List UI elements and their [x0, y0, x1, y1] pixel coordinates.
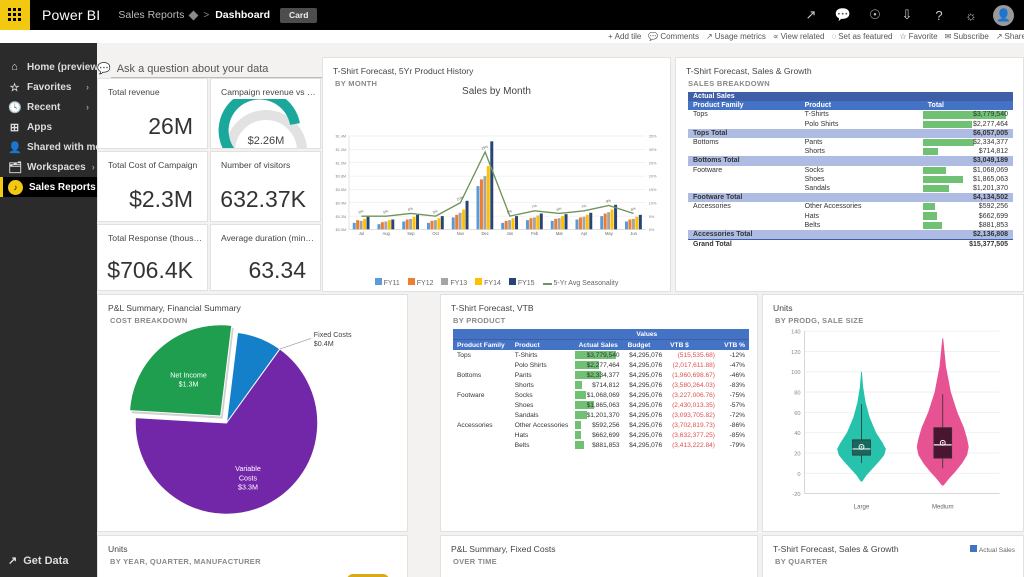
svg-text:6%: 6%: [407, 206, 414, 212]
svg-text:7%: 7%: [531, 204, 538, 210]
svg-text:10%: 10%: [649, 201, 657, 205]
svg-text:Aug: Aug: [382, 231, 390, 236]
svg-text:7%: 7%: [581, 204, 588, 210]
svg-text:5%: 5%: [358, 209, 365, 215]
svg-text:$3.3M: $3.3M: [238, 483, 258, 491]
svg-text:120: 120: [791, 350, 800, 356]
svg-text:0%: 0%: [649, 228, 655, 232]
svg-text:Sep: Sep: [407, 231, 415, 236]
svg-text:$0.8M: $0.8M: [336, 175, 347, 179]
svg-text:6%: 6%: [556, 206, 563, 212]
svg-text:Jul: Jul: [359, 231, 364, 236]
svg-text:$1.4M: $1.4M: [336, 135, 347, 139]
svg-text:25%: 25%: [649, 161, 657, 165]
svg-text:Jun: Jun: [630, 231, 637, 236]
svg-text:Nov: Nov: [457, 231, 465, 236]
svg-text:$0.2M: $0.2M: [336, 215, 347, 219]
svg-text:$0.0M: $0.0M: [336, 228, 347, 232]
svg-text:20: 20: [794, 451, 800, 457]
svg-text:Oct: Oct: [432, 231, 439, 236]
svg-text:$2.26M: $2.26M: [248, 135, 285, 147]
svg-text:Mar: Mar: [556, 231, 564, 236]
svg-text:80: 80: [794, 391, 800, 397]
svg-text:Medium: Medium: [932, 503, 954, 510]
svg-text:$1.0M: $1.0M: [336, 161, 347, 165]
svg-text:$0.4M: $0.4M: [314, 340, 334, 348]
svg-text:$0.4M: $0.4M: [336, 201, 347, 205]
svg-text:6%: 6%: [630, 206, 637, 212]
svg-text:30%: 30%: [649, 148, 657, 152]
svg-text:100: 100: [791, 370, 800, 376]
svg-text:Large: Large: [854, 503, 870, 510]
svg-text:May: May: [605, 231, 614, 236]
svg-text:-20: -20: [792, 492, 800, 498]
svg-text:20%: 20%: [649, 175, 657, 179]
svg-text:$0.6M: $0.6M: [336, 188, 347, 192]
svg-text:Apr: Apr: [581, 231, 588, 236]
svg-text:$1.2M: $1.2M: [336, 148, 347, 152]
svg-text:15%: 15%: [649, 188, 657, 192]
svg-text:Dec: Dec: [481, 231, 488, 236]
svg-text:40: 40: [794, 431, 800, 437]
svg-text:Jan: Jan: [507, 231, 514, 236]
svg-text:60: 60: [794, 411, 800, 417]
svg-text:Variable: Variable: [235, 465, 261, 473]
svg-text:Fixed Costs: Fixed Costs: [314, 331, 352, 339]
svg-text:5%: 5%: [383, 209, 390, 215]
svg-text:5%: 5%: [649, 215, 655, 219]
svg-text:5%: 5%: [432, 209, 439, 215]
svg-text:Net Income: Net Income: [170, 371, 207, 379]
svg-text:Feb: Feb: [531, 231, 539, 236]
svg-text:35%: 35%: [649, 135, 657, 139]
svg-text:9%: 9%: [605, 198, 612, 204]
svg-text:Costs: Costs: [239, 474, 258, 482]
svg-text:140: 140: [791, 330, 800, 336]
svg-text:0: 0: [797, 472, 800, 478]
svg-text:$1.3M: $1.3M: [179, 381, 199, 389]
svg-text:29%: 29%: [481, 144, 490, 150]
